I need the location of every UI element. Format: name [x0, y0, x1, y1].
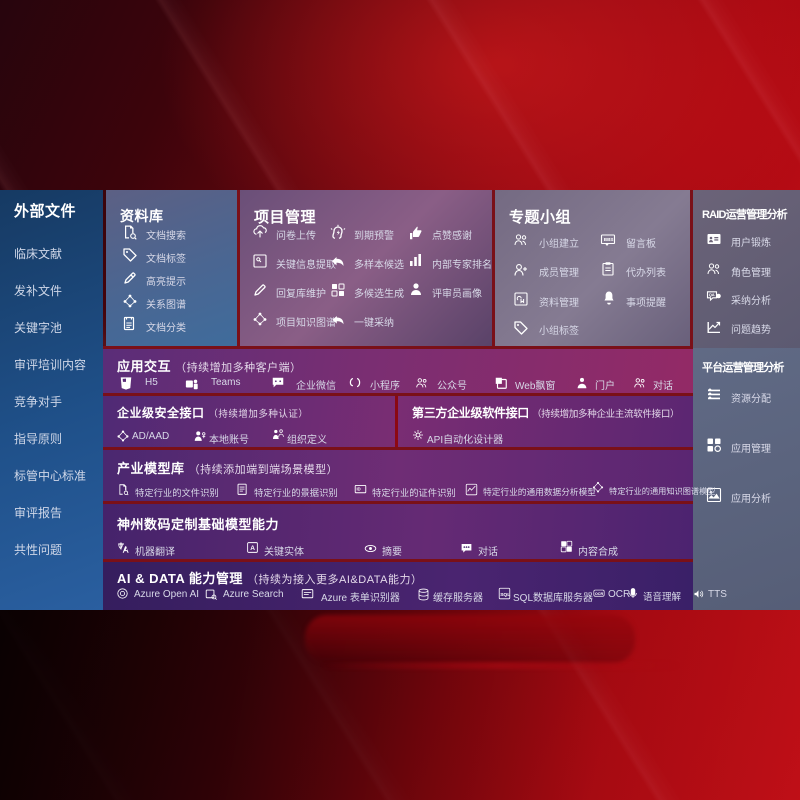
svg-text:A: A	[250, 545, 255, 552]
svg-text:ID: ID	[356, 487, 360, 492]
svg-text:QA: QA	[709, 292, 715, 297]
svg-text:BBS: BBS	[604, 237, 614, 242]
svg-text:OCR: OCR	[595, 592, 604, 596]
svg-text:SQL: SQL	[500, 592, 510, 598]
